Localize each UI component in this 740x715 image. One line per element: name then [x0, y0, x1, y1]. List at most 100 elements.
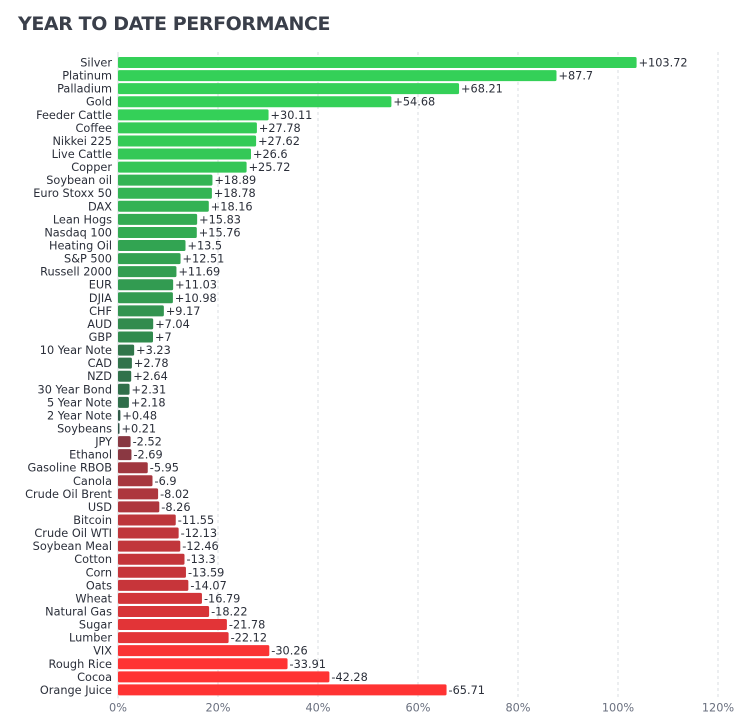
category-label: Canola [73, 475, 112, 488]
category-label: 5 Year Note [47, 396, 112, 409]
x-tick-label: 0% [109, 701, 127, 714]
bar-jpy [118, 436, 131, 448]
value-label: +7 [155, 331, 172, 344]
bar-2-year-note [118, 409, 121, 421]
x-tick-label: 120% [702, 701, 735, 714]
bar-djia [118, 292, 173, 304]
value-label: +103.72 [639, 57, 688, 70]
value-label: -12.13 [181, 527, 217, 540]
value-label: +68.21 [461, 83, 503, 96]
bar-platinum [118, 70, 557, 82]
value-label: +54.68 [393, 96, 435, 109]
category-label: Palladium [57, 83, 112, 96]
category-label: Russell 2000 [40, 266, 112, 279]
value-label: +2.31 [132, 383, 167, 396]
value-label: +15.76 [199, 226, 241, 239]
category-label: Lumber [69, 632, 112, 645]
value-label: +12.51 [183, 253, 225, 266]
value-label: -18.22 [211, 605, 247, 618]
category-label: Lean Hogs [53, 213, 112, 226]
category-label: Coffee [76, 122, 113, 135]
category-label: Gold [86, 96, 112, 109]
value-label: +18.78 [214, 187, 256, 200]
value-label: -21.78 [229, 619, 265, 632]
category-label: Bitcoin [73, 514, 112, 527]
bar-euro-stoxx-50 [118, 187, 212, 199]
bar-oats [118, 579, 189, 591]
category-label: Nikkei 225 [52, 135, 112, 148]
bar-cotton [118, 553, 185, 565]
category-label: Crude Oil Brent [25, 488, 112, 501]
bar-usd [118, 501, 160, 513]
value-label: +3.23 [136, 344, 171, 357]
bar-palladium [118, 83, 460, 95]
value-label: +18.16 [211, 200, 253, 213]
bar-10-year-note [118, 344, 135, 356]
category-label: Ethanol [69, 449, 112, 462]
value-label: +26.6 [253, 148, 288, 161]
category-label: Soybeans [57, 422, 112, 435]
category-label: Soybean oil [46, 174, 112, 187]
value-label: -30.26 [271, 645, 307, 658]
value-label: -22.12 [231, 632, 267, 645]
category-label: Crude Oil WTI [34, 527, 112, 540]
bar-heating-oil [118, 240, 186, 252]
value-label: +2.64 [133, 370, 168, 383]
bar-live-cattle [118, 148, 251, 160]
bar-nikkei-225 [118, 135, 257, 147]
bar-vix [118, 645, 270, 657]
category-label: CAD [88, 357, 113, 370]
bar-gold [118, 96, 392, 108]
bar-lumber [118, 632, 229, 644]
value-label: +87.7 [559, 70, 594, 83]
bar-gasoline-rbob [118, 462, 148, 474]
bar-coffee [118, 122, 257, 134]
bar-soybeans [118, 422, 120, 434]
category-label: GBP [89, 331, 113, 344]
bar-canola [118, 475, 153, 487]
category-label: VIX [93, 645, 112, 658]
bar-ethanol [118, 449, 132, 461]
bar-cad [118, 357, 132, 369]
category-label: Heating Oil [49, 240, 112, 253]
value-label: -8.02 [160, 488, 189, 501]
category-label: Cocoa [77, 671, 112, 684]
category-label: 10 Year Note [40, 344, 112, 357]
value-label: -8.26 [161, 501, 190, 514]
value-label: +30.11 [271, 109, 313, 122]
category-label: Gasoline RBOB [28, 462, 113, 475]
bar-bitcoin [118, 514, 176, 526]
bar-rough-rice [118, 658, 288, 670]
chart-title: YEAR TO DATE PERFORMANCE [18, 13, 331, 35]
bar-wheat [118, 592, 202, 604]
value-label: +25.72 [249, 161, 291, 174]
bar-gbp [118, 331, 153, 343]
bar-natural-gas [118, 605, 210, 617]
value-label: +15.83 [199, 213, 241, 226]
bar-crude-oil-wti [118, 527, 179, 539]
category-label: 2 Year Note [47, 409, 112, 422]
value-label: -6.9 [155, 475, 177, 488]
bar-30-year-bond [118, 383, 130, 395]
value-label: +2.18 [131, 396, 166, 409]
value-label: -14.07 [190, 579, 226, 592]
bar-copper [118, 161, 247, 173]
category-label: DJIA [89, 292, 112, 305]
category-label: 30 Year Bond [38, 383, 112, 396]
bar-chf [118, 305, 164, 317]
bar-eur [118, 279, 174, 291]
category-label: Cotton [74, 553, 112, 566]
category-label: Corn [86, 566, 112, 579]
bar-corn [118, 566, 186, 578]
bar-5-year-note [118, 396, 129, 408]
value-label: +13.5 [188, 240, 223, 253]
bar-cocoa [118, 671, 330, 683]
category-label: DAX [88, 200, 112, 213]
category-label: Live Cattle [52, 148, 112, 161]
value-label: +7.04 [155, 318, 190, 331]
value-label: -12.46 [182, 540, 218, 553]
value-label: -42.28 [331, 671, 367, 684]
category-label: Copper [71, 161, 112, 174]
category-label: CHF [89, 305, 112, 318]
